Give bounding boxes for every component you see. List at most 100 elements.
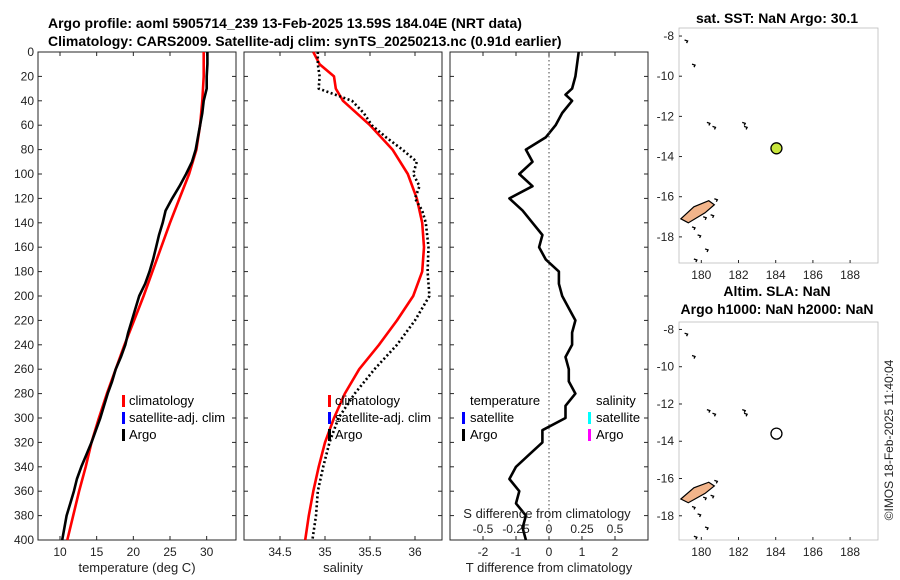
y-tick-label: 140 [14, 216, 34, 230]
legend-title-temperature: temperature [470, 393, 540, 408]
island-coastline [706, 408, 711, 413]
y-tick-label: 180 [14, 265, 34, 279]
map-bottom-title-line1: Altim. SLA: NaN [723, 283, 830, 299]
top-tick-label: 0 [546, 522, 553, 536]
y-tick-label: -12 [657, 397, 675, 411]
island-coastline [742, 121, 747, 126]
x-axis-label: T difference from climatology [466, 560, 633, 575]
legend-label: satellite-adj. clim [335, 410, 431, 425]
x-tick-label: 186 [803, 545, 823, 559]
island-coastline [710, 214, 715, 219]
island-coastline [710, 494, 715, 499]
y-tick-label: 100 [14, 167, 34, 181]
panel-difference: -2 -1 0 1 2T difference from climatology S di… [449, 51, 649, 575]
island-vanua-levu [679, 200, 716, 224]
x-tick-label: 36 [408, 545, 422, 559]
y-tick-label: 20 [21, 69, 35, 83]
y-tick-label: 280 [14, 387, 34, 401]
island-coastline [714, 479, 719, 484]
island-coastline [684, 39, 689, 44]
island-coastline [702, 496, 708, 501]
top-tick-label: 0.5 [607, 522, 624, 536]
island-coastline [743, 412, 749, 417]
x-axis-label: salinity [323, 560, 363, 575]
x-tick-label: 182 [728, 545, 748, 559]
timestamp: ©IMOS 18-Feb-2025 11:40:04 [882, 359, 896, 520]
y-tick-label: 300 [14, 411, 34, 425]
top-tick-label: -0.25 [502, 522, 530, 536]
legend-swatch [122, 395, 125, 407]
y-tick-label: -10 [657, 69, 675, 83]
x-tick-label: 0 [546, 545, 553, 559]
island-coastline [693, 258, 698, 263]
island-coastline [702, 216, 708, 221]
y-tick-label: -16 [657, 190, 675, 204]
legend-swatch [462, 412, 465, 424]
island-coastline [691, 226, 696, 231]
map-bottom-title-line2: Argo h1000: NaN h2000: NaN [681, 301, 874, 317]
x-tick-label: -2 [478, 545, 489, 559]
axes-frame [243, 51, 443, 541]
x-tick-label: 188 [840, 268, 860, 282]
legend-title-salinity: salinity [596, 393, 636, 408]
top-axis-label: S difference from climatology [463, 506, 631, 521]
island-coastline [691, 63, 696, 68]
y-tick-label: 220 [14, 313, 34, 327]
island-coastline [697, 234, 702, 239]
x-tick-label: 188 [840, 545, 860, 559]
island-coastline [684, 332, 689, 337]
legend-swatch [122, 412, 125, 424]
y-tick-label: 340 [14, 460, 34, 474]
y-tick-label: -10 [657, 360, 675, 374]
island-coastline [691, 354, 696, 359]
panel-temperature: 0 20 40 60 80 100 120 140 160 180 200 220 240 260 280 3… [14, 45, 237, 575]
legend-swatch [328, 429, 331, 441]
argo-position-marker [770, 142, 783, 155]
legend-swatch [588, 429, 591, 441]
legend-label: satellite-adj. clim [129, 410, 225, 425]
y-tick-label: -12 [657, 109, 675, 123]
x-tick-label: 184 [766, 268, 786, 282]
island-coastline [712, 412, 717, 417]
y-tick-label: 240 [14, 338, 34, 352]
x-tick-label: 180 [691, 545, 711, 559]
figure-title-line1: Argo profile: aoml 5905714_239 13-Feb-20… [48, 15, 522, 31]
panel-map-bottom: -8 -10 -12 -14 -16 -18 180 182 184 186 188 [657, 321, 879, 559]
y-tick-label: 320 [14, 435, 34, 449]
island-coastline [704, 526, 709, 531]
island-coastline [704, 248, 709, 253]
x-tick-label: 180 [691, 268, 711, 282]
y-tick-label: -8 [663, 29, 674, 43]
island-coastline [697, 513, 702, 518]
legend-swatch [588, 412, 591, 424]
y-tick-label: 120 [14, 191, 34, 205]
legend-swatch [328, 395, 331, 407]
x-tick-label: 30 [200, 545, 214, 559]
series-argo [311, 52, 431, 541]
x-tick-label: 2 [612, 545, 619, 559]
series-argo [60, 52, 209, 541]
x-tick-label: 182 [728, 268, 748, 282]
map-top-title: sat. SST: NaN Argo: 30.1 [696, 10, 858, 26]
top-tick-label: -0.5 [473, 522, 494, 536]
plot-area: 0204060801001201401601802002202402602803… [14, 27, 879, 575]
y-tick-label: 60 [21, 118, 35, 132]
axes-frame [37, 51, 237, 541]
x-tick-label: 15 [90, 545, 104, 559]
y-tick-label: 360 [14, 484, 34, 498]
x-tick-label: 25 [163, 545, 177, 559]
legend-label: climatology [129, 393, 195, 408]
y-tick-label: -16 [657, 472, 675, 486]
island-vanua-levu [679, 481, 716, 504]
figure-title-line2: Climatology: CARS2009. Satellite-adj cli… [48, 33, 562, 49]
panel-salinity: 34.5 35 35.5 36 salinity climatology satellite… [243, 51, 443, 575]
legend-label: Argo [129, 427, 156, 442]
x-tick-label: 35.5 [358, 545, 382, 559]
y-tick-label: 260 [14, 362, 34, 376]
x-tick-label: 10 [53, 545, 67, 559]
x-tick-label: 20 [127, 545, 141, 559]
island-coastline [743, 125, 749, 130]
top-tick-label: 0.25 [570, 522, 594, 536]
island-coastline [712, 125, 717, 130]
